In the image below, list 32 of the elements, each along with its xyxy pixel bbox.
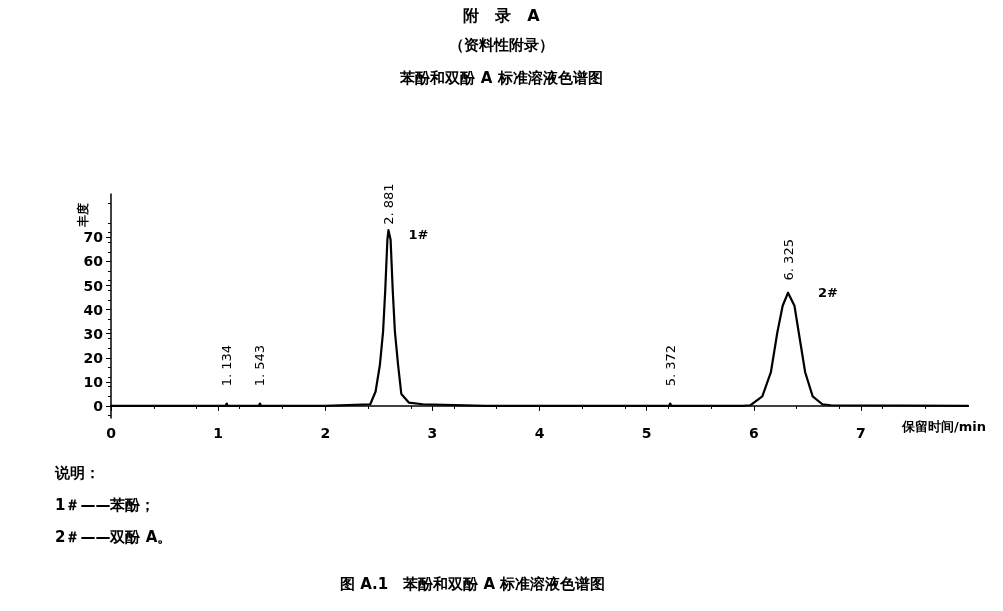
text: 苯酚和双酚 A 标准溶液色谱图	[399, 68, 603, 87]
text: 2＃——双酚 A。	[55, 527, 173, 546]
y-tick-label: 10	[83, 373, 104, 390]
annotation: 2. 881	[380, 183, 396, 225]
annotation: 1. 134	[219, 344, 235, 387]
y-tick-label: 50	[83, 277, 104, 294]
x-tick-label: 5	[641, 425, 652, 441]
y-tick-label: 40	[83, 301, 104, 318]
y-tick-label: 60	[83, 253, 104, 270]
chart-subtitle: （资料性附录）	[449, 35, 554, 54]
y-tick-label: 0	[93, 397, 104, 414]
text: 图 A.1 苯酚和双酚 A 标准溶液色谱图	[340, 574, 606, 593]
annotation: 1. 543	[252, 344, 268, 387]
x-axis-title: 保留时间/min	[900, 418, 986, 434]
annotation: 6. 325	[780, 239, 796, 281]
x-tick-label: 7	[856, 425, 866, 441]
x-tick-label: 1	[213, 425, 223, 441]
annotation: 5. 372	[662, 344, 678, 387]
y-tick-label: 70	[83, 229, 104, 246]
x-tick-label: 0	[106, 425, 117, 441]
x-tick-label: 6	[748, 425, 759, 441]
x-tick-label: 3	[427, 425, 438, 441]
annotation: 1#	[408, 226, 429, 242]
text: 1＃——苯酚；	[55, 495, 156, 514]
annotation: 2#	[818, 285, 839, 301]
chart-title: 附 录 A	[463, 5, 541, 25]
y-axis-title: 丰度	[76, 203, 90, 229]
y-tick-label: 30	[83, 325, 104, 342]
x-tick-label: 2	[320, 425, 331, 441]
text: 说明：	[54, 463, 100, 482]
x-tick-label: 4	[534, 425, 545, 441]
y-tick-label: 20	[83, 349, 104, 366]
